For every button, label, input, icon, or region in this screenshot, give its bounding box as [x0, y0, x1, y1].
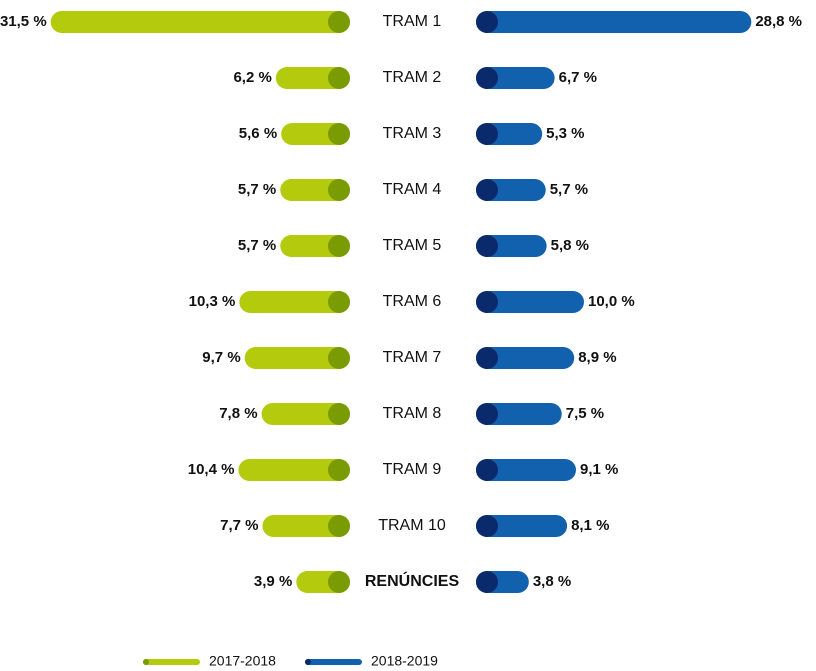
bar: [239, 291, 350, 313]
bar: [262, 515, 350, 537]
bar-cap: [476, 515, 498, 537]
bar-cap: [328, 291, 350, 313]
bar: [476, 515, 568, 537]
bar: [50, 11, 351, 33]
legend-dot: [305, 659, 311, 665]
value-label: 7,7 %: [220, 517, 258, 534]
category-label: TRAM 8: [383, 405, 442, 422]
bar-cap: [328, 179, 350, 201]
legend-dot: [143, 659, 149, 665]
value-label: 10,3 %: [189, 293, 236, 310]
bar: [476, 403, 562, 425]
category-label: TRAM 1: [383, 13, 442, 30]
value-label: 6,7 %: [559, 69, 597, 86]
value-label: 5,7 %: [550, 181, 588, 198]
value-label: 5,8 %: [551, 237, 589, 254]
value-label: 3,8 %: [533, 573, 571, 590]
bar: [476, 11, 752, 33]
value-label: 9,7 %: [202, 349, 240, 366]
category-label: TRAM 4: [383, 181, 442, 198]
bar-cap: [476, 347, 498, 369]
legend-swatch: [143, 659, 200, 665]
value-label: 6,2 %: [233, 69, 271, 86]
bar-cap: [476, 403, 498, 425]
bar-cap: [328, 571, 350, 593]
value-label: 5,7 %: [238, 181, 276, 198]
bar-cap: [476, 123, 498, 145]
value-label: 7,5 %: [566, 405, 604, 422]
category-label: TRAM 3: [383, 125, 442, 142]
bar-cap: [328, 123, 350, 145]
value-label: 28,8 %: [755, 13, 802, 30]
bar-cap: [328, 235, 350, 257]
category-label: TRAM 6: [383, 293, 442, 310]
value-label: 10,4 %: [188, 461, 235, 478]
value-label: 5,7 %: [238, 237, 276, 254]
value-label: 10,0 %: [588, 293, 635, 310]
category-label: TRAM 7: [383, 349, 442, 366]
category-label: RENÚNCIES: [365, 571, 460, 590]
bar: [261, 403, 350, 425]
bar: [476, 291, 584, 313]
value-label: 7,8 %: [219, 405, 257, 422]
bar-cap: [476, 291, 498, 313]
value-label: 8,1 %: [571, 517, 609, 534]
bar-cap: [476, 571, 498, 593]
bar-cap: [328, 515, 350, 537]
bar-cap: [476, 179, 498, 201]
category-label: TRAM 2: [383, 69, 442, 86]
category-label: TRAM 9: [383, 461, 442, 478]
value-label: 9,1 %: [580, 461, 618, 478]
value-label: 31,5 %: [0, 13, 47, 30]
value-label: 8,9 %: [578, 349, 616, 366]
bar: [244, 347, 350, 369]
bar-cap: [476, 235, 498, 257]
value-label: 5,3 %: [546, 125, 584, 142]
bar: [476, 347, 575, 369]
bar-cap: [328, 347, 350, 369]
category-label: TRAM 10: [378, 517, 446, 534]
bar-cap: [476, 11, 498, 33]
value-label: 5,6 %: [239, 125, 277, 142]
bar-cap: [476, 459, 498, 481]
legend-swatch: [305, 659, 362, 665]
legend-label: 2017-2018: [209, 653, 276, 669]
bar-cap: [328, 67, 350, 89]
bar-cap: [328, 459, 350, 481]
bar-cap: [328, 403, 350, 425]
bar-cap: [476, 67, 498, 89]
category-label: TRAM 5: [383, 237, 442, 254]
bar: [476, 459, 576, 481]
bar-cap: [328, 11, 350, 33]
bar: [238, 459, 350, 481]
value-label: 3,9 %: [254, 573, 292, 590]
legend-label: 2018-2019: [371, 653, 438, 669]
